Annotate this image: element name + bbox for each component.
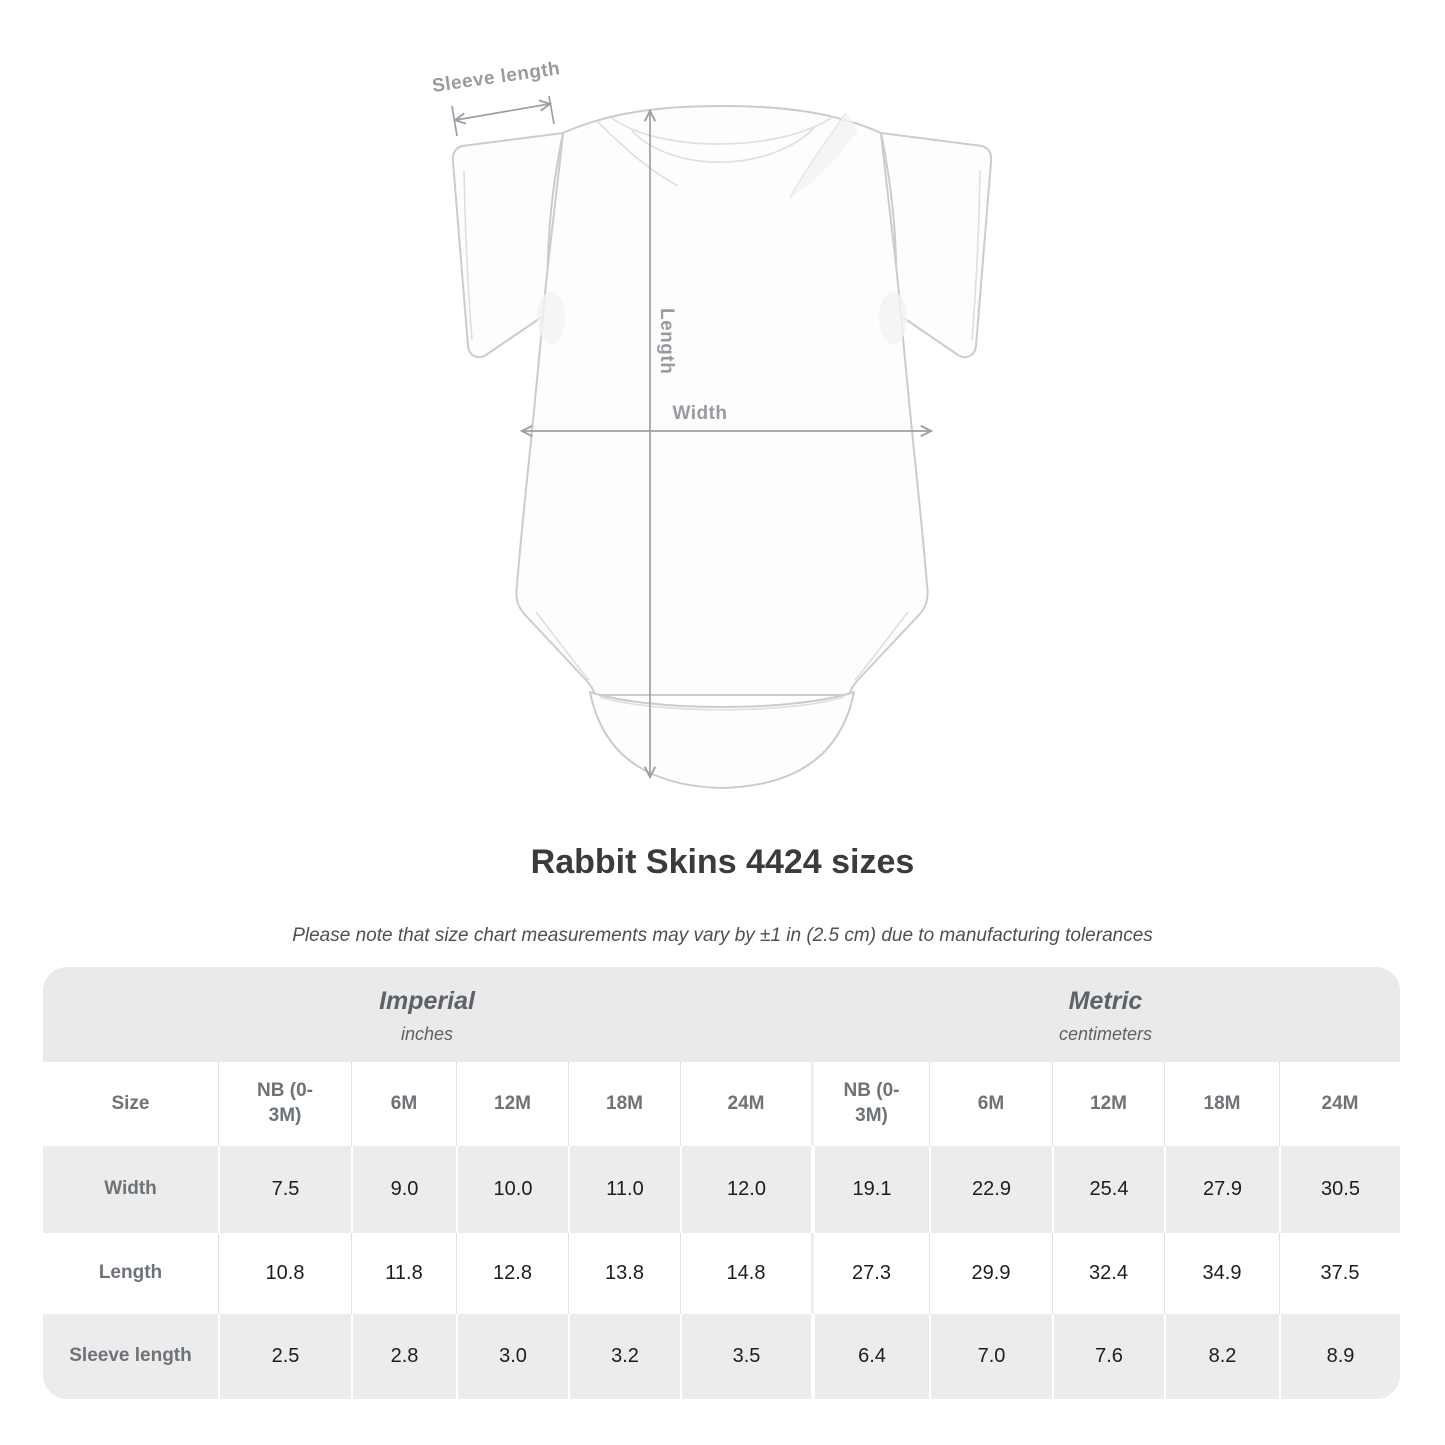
col-header-metric-6m: 6M — [929, 1062, 1052, 1146]
col-header-imperial-12m: 12M — [456, 1062, 568, 1146]
right-flap-shadow — [790, 113, 858, 198]
col-header-imperial-18m: 18M — [568, 1062, 680, 1146]
table-cell: 8.9 — [1279, 1314, 1400, 1399]
table-cell: 3.2 — [568, 1314, 680, 1399]
tolerance-note: Please note that size chart measurements… — [292, 925, 1153, 946]
sleeve-arrow-right-tick — [548, 95, 555, 125]
bodysuit-outline — [451, 105, 993, 789]
table-cell: 11.0 — [568, 1146, 680, 1233]
table-cell: 34.9 — [1164, 1233, 1279, 1314]
size-table: Imperial inches Metric centimeters Size … — [43, 967, 1400, 1399]
metric-section-unit: centimeters — [1058, 1023, 1153, 1044]
table-cell: 13.8 — [568, 1233, 680, 1314]
width-label: Width — [672, 403, 727, 424]
left-leg-binding-seam — [535, 611, 590, 681]
left-sleeve — [451, 132, 564, 359]
width-row-label: Width — [43, 1146, 218, 1233]
col-header-metric-24m: 24M — [1279, 1062, 1400, 1146]
right-cuff-seam — [971, 169, 981, 341]
table-cell: 14.8 — [680, 1233, 811, 1314]
table-cell: 27.3 — [811, 1233, 929, 1314]
col-header-imperial-nb: NB (0-3M) — [218, 1062, 351, 1146]
table-cell: 7.0 — [929, 1314, 1052, 1399]
table-cell: 6.4 — [811, 1314, 929, 1399]
bodysuit-shading — [537, 113, 907, 344]
metric-section-header: Metric centimeters — [811, 967, 1400, 1062]
table-cell: 12.8 — [456, 1233, 568, 1314]
col-header-metric-12m: 12M — [1052, 1062, 1164, 1146]
table-cell: 10.0 — [456, 1146, 568, 1233]
metric-section-title: Metric — [1068, 986, 1143, 1015]
imperial-section-title: Imperial — [379, 986, 475, 1015]
table-cell: 2.5 — [218, 1314, 351, 1399]
col-header-imperial-6m: 6M — [351, 1062, 456, 1146]
right-sleeve — [880, 132, 993, 359]
table-cell: 37.5 — [1279, 1233, 1400, 1314]
imperial-section-header: Imperial inches — [43, 967, 811, 1062]
sleeve-length-arrow — [456, 104, 549, 120]
page-title: Rabbit Skins 4424 sizes — [530, 843, 915, 881]
length-label: Length — [656, 308, 677, 374]
left-cuff-seam — [463, 169, 473, 341]
table-cell: 29.9 — [929, 1233, 1052, 1314]
size-row-label: Size — [43, 1062, 218, 1146]
table-cell: 3.0 — [456, 1314, 568, 1399]
table-cell: 22.9 — [929, 1146, 1052, 1233]
length-row-label: Length — [43, 1233, 218, 1314]
table-cell: 8.2 — [1164, 1314, 1279, 1399]
col-header-metric-18m: 18M — [1164, 1062, 1279, 1146]
table-cell: 7.6 — [1052, 1314, 1164, 1399]
right-underarm-shadow — [879, 292, 907, 344]
table-cell: 32.4 — [1052, 1233, 1164, 1314]
col-header-metric-nb: NB (0-3M) — [811, 1062, 929, 1146]
sleeve-length-row-label: Sleeve length — [43, 1314, 218, 1399]
torso — [515, 105, 929, 696]
table-cell: 19.1 — [811, 1146, 929, 1233]
left-underarm-shadow — [537, 292, 565, 344]
collar-outer-seam — [611, 115, 835, 145]
sleeve-arrow-left-tick — [451, 105, 458, 137]
bodysuit-measurement-diagram: Sleeve length Length Width — [431, 58, 993, 789]
table-cell: 30.5 — [1279, 1146, 1400, 1233]
flap-binding-seam — [599, 696, 845, 711]
table-cell: 3.5 — [680, 1314, 811, 1399]
table-cell: 11.8 — [351, 1233, 456, 1314]
measurement-annotations — [451, 95, 930, 776]
sleeve-length-label: Sleeve length — [431, 58, 562, 97]
table-cell: 2.8 — [351, 1314, 456, 1399]
table-cell: 10.8 — [218, 1233, 351, 1314]
table-cell: 7.5 — [218, 1146, 351, 1233]
right-leg-binding-seam — [854, 611, 909, 681]
table-cell: 12.0 — [680, 1146, 811, 1233]
crotch-flap — [589, 691, 855, 789]
table-cell: 9.0 — [351, 1146, 456, 1233]
bodysuit-seams — [463, 112, 981, 711]
table-cell: 25.4 — [1052, 1146, 1164, 1233]
left-shoulder-flap-seam — [597, 121, 679, 187]
col-header-imperial-24m: 24M — [680, 1062, 811, 1146]
imperial-section-unit: inches — [400, 1023, 454, 1044]
table-cell: 27.9 — [1164, 1146, 1279, 1233]
